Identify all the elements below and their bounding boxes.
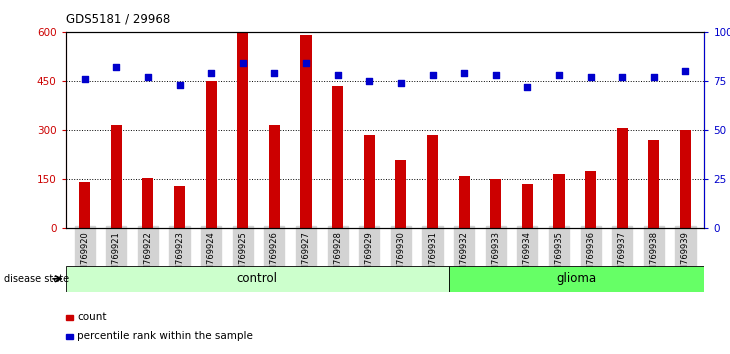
Point	[553, 72, 565, 78]
Bar	[617, 129, 628, 228]
Text: percentile rank within the sample: percentile rank within the sample	[77, 331, 253, 341]
Point	[364, 78, 375, 84]
Text: disease state: disease state	[4, 274, 69, 284]
Point	[142, 74, 154, 80]
Bar	[332, 86, 343, 228]
Point	[521, 84, 533, 90]
Bar	[648, 140, 659, 228]
Point	[395, 80, 407, 86]
Bar	[585, 171, 596, 228]
Bar	[174, 186, 185, 228]
Bar	[458, 176, 469, 228]
Point	[237, 61, 249, 66]
Text: GDS5181 / 29968: GDS5181 / 29968	[66, 12, 170, 25]
Text: glioma: glioma	[557, 272, 596, 285]
Bar	[66, 315, 74, 320]
Point	[490, 72, 502, 78]
Point	[110, 64, 122, 70]
Bar	[237, 34, 248, 228]
Bar	[269, 125, 280, 228]
Bar	[491, 179, 502, 228]
Point	[426, 72, 438, 78]
Point	[648, 74, 660, 80]
Bar	[66, 266, 449, 292]
Bar	[66, 334, 74, 339]
Bar	[79, 183, 91, 228]
Bar	[301, 35, 312, 228]
Point	[174, 82, 185, 88]
Point	[300, 61, 312, 66]
Point	[79, 76, 91, 82]
Text: count: count	[77, 312, 107, 322]
Bar	[206, 81, 217, 228]
Point	[616, 74, 628, 80]
Bar	[142, 178, 153, 228]
Point	[458, 70, 470, 76]
Bar	[427, 135, 438, 228]
Bar	[449, 266, 704, 292]
Point	[269, 70, 280, 76]
Point	[585, 74, 596, 80]
Bar	[680, 130, 691, 228]
Point	[205, 70, 217, 76]
Bar	[522, 184, 533, 228]
Bar	[553, 174, 564, 228]
Point	[332, 72, 344, 78]
Bar	[396, 160, 407, 228]
Text: control: control	[237, 272, 278, 285]
Bar	[111, 125, 122, 228]
Bar	[364, 135, 374, 228]
Point	[680, 68, 691, 74]
